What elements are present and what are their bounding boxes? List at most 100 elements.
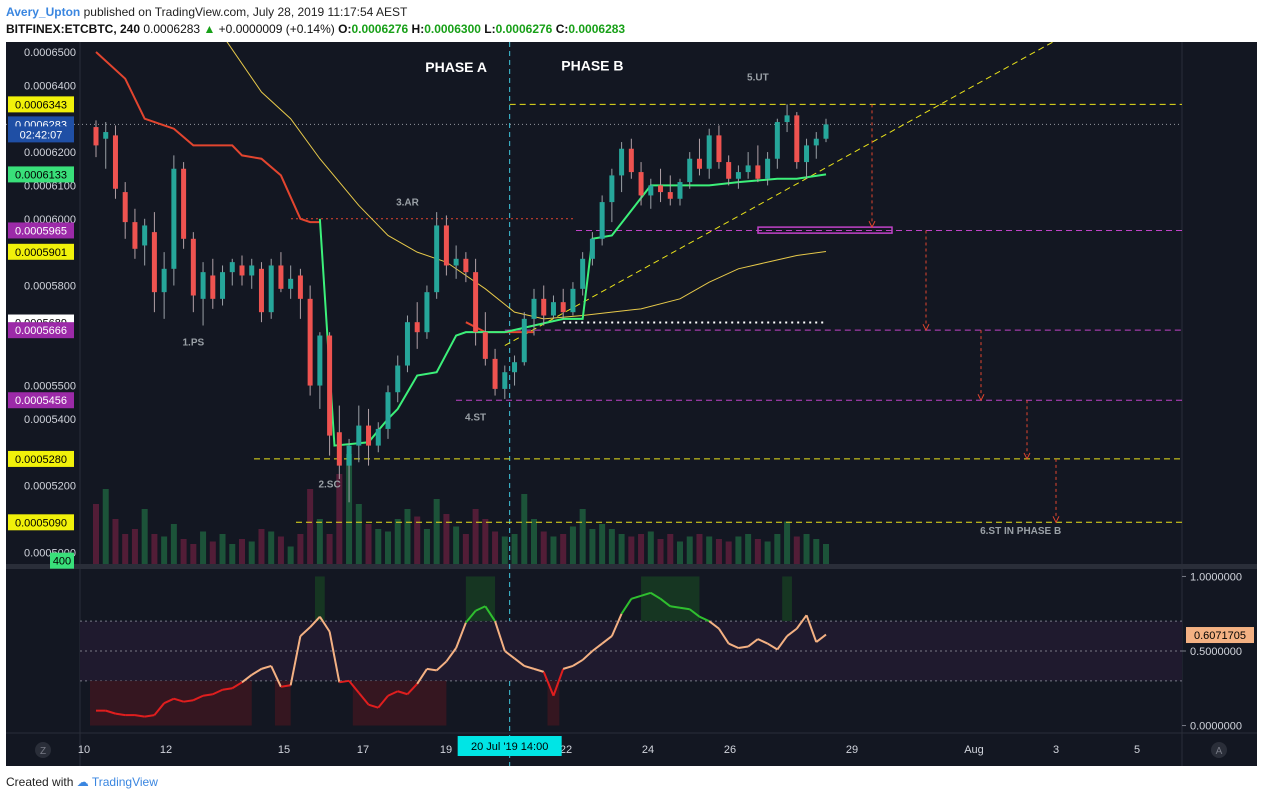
candle xyxy=(404,322,410,366)
candle xyxy=(463,258,469,273)
arrow-head-icon xyxy=(1052,516,1060,524)
candle xyxy=(512,362,518,373)
candle xyxy=(239,265,245,276)
oscillator-segment xyxy=(251,668,262,676)
volume-bar xyxy=(686,536,693,564)
author-link[interactable]: Avery_Upton xyxy=(6,5,81,19)
candle xyxy=(307,298,313,386)
volume-bar xyxy=(764,541,771,564)
created-with-text: Created with xyxy=(6,775,74,789)
arrow-head-icon xyxy=(1023,452,1031,461)
oscillator-segment xyxy=(708,620,720,630)
oscillator-segment xyxy=(484,605,496,622)
candle xyxy=(132,222,138,249)
wyckoff-label: 4.ST xyxy=(465,413,486,424)
candle xyxy=(560,302,566,313)
oscillator-segment xyxy=(261,664,272,670)
last-price: 0.0006283 xyxy=(143,22,201,36)
volume-bar xyxy=(550,536,557,564)
oversold-zone xyxy=(90,680,252,726)
candle xyxy=(327,335,333,436)
volume-bar xyxy=(531,519,537,564)
x-tick-label: 19 xyxy=(440,744,452,756)
y-tick-label: 0.0005800 xyxy=(24,280,76,292)
overbought-zone xyxy=(641,576,700,622)
candle xyxy=(735,172,741,179)
oscillator-segment xyxy=(163,697,175,705)
phase-label: PHASE A xyxy=(425,59,487,75)
price-tag-label: 400 xyxy=(53,556,71,568)
candle xyxy=(599,202,605,239)
candle xyxy=(550,302,556,316)
tradingview-link[interactable]: TradingView xyxy=(91,775,158,789)
candle xyxy=(541,298,547,316)
price-tag xyxy=(8,166,74,183)
oscillator-segment xyxy=(815,633,827,643)
oscillator-segment xyxy=(699,615,710,623)
volume-bar xyxy=(248,541,255,564)
oscillator-segment xyxy=(348,680,360,694)
oscillator-segment xyxy=(552,668,565,697)
price-tag xyxy=(8,96,74,113)
volume-bar xyxy=(823,544,829,564)
oscillator-segment xyxy=(153,702,165,716)
oversold-zone xyxy=(547,680,560,726)
price-tag-label: 02:42:07 xyxy=(20,129,63,141)
oscillator-segment xyxy=(406,683,418,695)
oscillator-segment xyxy=(591,642,603,652)
time-axis[interactable]: 10 12 15 17 19 22 24 26 29 Aug 3 5 20 Jul '19 14:00 Z… xyxy=(35,736,1227,758)
volume-bar xyxy=(560,534,567,564)
price-tag-label: 0.0005965 xyxy=(15,225,67,237)
pane-separator[interactable] xyxy=(6,564,1257,569)
price-tag xyxy=(8,450,74,467)
candle xyxy=(804,145,810,163)
volume-bar xyxy=(287,546,294,564)
ohlc-header: BITFINEX:ETCBTC, 240 0.0006283 ▲ +0.0000… xyxy=(6,22,625,36)
candle xyxy=(453,258,459,266)
volume-bar xyxy=(725,541,732,564)
candle xyxy=(142,225,148,246)
volume-bar xyxy=(715,539,722,564)
osc-y-tick-label: 0.5000000 xyxy=(1190,646,1242,658)
candle xyxy=(589,238,595,259)
volume-bar xyxy=(482,519,489,564)
oscillator-segment xyxy=(659,598,671,608)
candle xyxy=(531,298,537,319)
oscillator-segment xyxy=(309,616,321,628)
wyckoff-label: 2.SC xyxy=(318,479,340,490)
volume-bar xyxy=(93,504,99,564)
oscillator-segment xyxy=(475,605,486,612)
auto-scale-button[interactable] xyxy=(1211,742,1227,758)
volume-bar xyxy=(365,524,372,564)
zoom-reset-button[interactable] xyxy=(35,742,51,758)
osc-last-value-label: 0.6071705 xyxy=(1194,630,1246,642)
volume-bar xyxy=(696,534,703,564)
volume-bar xyxy=(161,536,168,564)
oscillator-segment xyxy=(562,664,574,670)
candle xyxy=(278,265,284,289)
candle xyxy=(190,238,196,296)
candle xyxy=(580,258,586,289)
candle xyxy=(521,318,527,363)
candle xyxy=(628,148,634,173)
candle xyxy=(229,262,235,273)
volume-bar xyxy=(200,531,207,564)
candle xyxy=(103,132,109,139)
volume-bar xyxy=(258,529,265,564)
oscillator-segment xyxy=(670,605,681,609)
phase-label: PHASE B xyxy=(561,57,623,73)
chart-area[interactable]: 0.00065000.00064000.00062000.00061000.00… xyxy=(6,42,1257,766)
volume-bar xyxy=(638,534,645,564)
oscillator-segment xyxy=(358,692,370,706)
candle xyxy=(726,162,732,179)
wyckoff-label: 5.UT xyxy=(747,72,769,83)
candle xyxy=(249,265,255,276)
candle xyxy=(784,115,790,123)
oscillator-pane[interactable]: 1.0000000 0.5000000 0.0000000 0.6071705 xyxy=(80,571,1254,733)
volume-bar xyxy=(423,529,430,564)
x-tick-label: 12 xyxy=(160,744,172,756)
candle xyxy=(434,225,440,293)
candle xyxy=(317,335,323,386)
volume-bar xyxy=(501,536,508,564)
price-tag xyxy=(8,392,74,409)
